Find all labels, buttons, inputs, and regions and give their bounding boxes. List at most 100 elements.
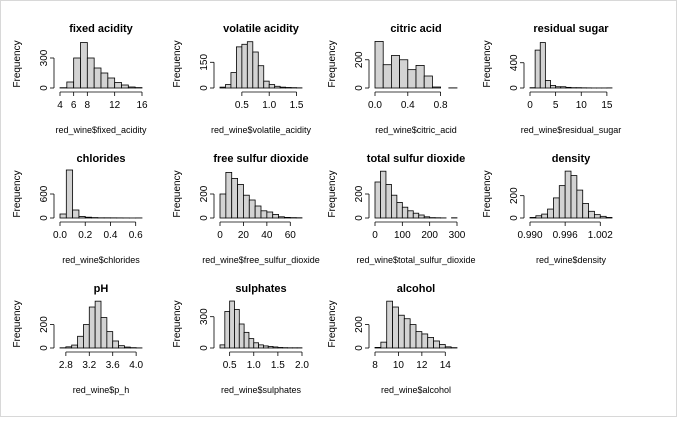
y-axis-label: Frequency — [172, 170, 183, 217]
histogram-bar — [375, 347, 381, 348]
histogram-bar — [85, 217, 91, 218]
y-tick-label: 0 — [39, 85, 50, 91]
x-axis-label: red_wine$free_sulfur_dioxide — [202, 255, 320, 265]
histogram-bar — [530, 217, 536, 218]
x-tick-label: 40 — [261, 230, 273, 241]
histogram-bar — [548, 209, 554, 218]
histogram-bar — [234, 309, 239, 348]
histogram-bar — [60, 214, 66, 218]
histogram-bar — [380, 171, 385, 218]
histogram-bar — [249, 200, 255, 218]
histogram-bar — [383, 65, 391, 88]
histogram-bar — [220, 87, 225, 88]
chart-title: total sulfur dioxide — [367, 153, 465, 165]
histogram-bar — [220, 194, 226, 218]
histogram-bar — [416, 332, 422, 348]
x-tick-label: 4.0 — [129, 360, 143, 371]
histogram-bar — [255, 206, 261, 218]
y-tick-label: 0 — [199, 215, 210, 221]
chart-title: pH — [94, 283, 109, 295]
x-tick-label: 1.0 — [262, 100, 276, 111]
histogram-bar — [268, 346, 273, 348]
x-tick-label: 1.5 — [271, 360, 285, 371]
chart-title: chlorides — [77, 153, 126, 165]
histogram-bar — [419, 215, 424, 218]
x-tick-label: 12 — [109, 100, 121, 111]
histogram-bar — [559, 186, 565, 218]
x-tick-label: 100 — [394, 230, 411, 241]
chart-title: density — [552, 153, 591, 165]
histogram-bar — [263, 346, 268, 348]
histogram-bar — [66, 170, 72, 218]
x-tick-label: 8 — [372, 360, 378, 371]
histogram-bar — [424, 217, 429, 218]
x-tick-label: 1.002 — [588, 230, 613, 241]
x-tick-label: 0.5 — [223, 360, 237, 371]
histogram-bar — [398, 315, 404, 348]
histogram-bar — [561, 87, 566, 88]
x-tick-label: 2.0 — [295, 360, 309, 371]
histogram-bar — [115, 83, 122, 89]
chart-title: citric acid — [390, 23, 441, 35]
y-tick-label: 0 — [354, 345, 365, 351]
histogram-bar — [73, 210, 79, 218]
histogram-bar — [81, 43, 88, 89]
histogram-bar — [387, 301, 393, 348]
histogram-bar — [540, 43, 545, 88]
histogram-bar — [95, 301, 101, 348]
y-tick-label: 0 — [39, 215, 50, 221]
y-tick-label: 200 — [199, 185, 210, 202]
histogram-bar — [74, 58, 81, 88]
x-axis-label: red_wine$alcohol — [381, 385, 451, 395]
histogram-bar — [124, 347, 130, 348]
histogram-bar — [410, 325, 416, 348]
histogram-bar — [273, 347, 278, 348]
histogram-bar — [247, 42, 252, 88]
y-tick-label: 150 — [199, 54, 210, 71]
histogram-bar — [273, 214, 279, 218]
histogram-bar — [566, 87, 571, 88]
histogram-bar — [239, 324, 244, 348]
y-axis-label: Frequency — [327, 300, 338, 347]
x-axis-label: red_wine$total_sulfur_dioxide — [356, 255, 475, 265]
histogram-bar — [108, 78, 115, 88]
x-tick-label: 0.0 — [53, 230, 67, 241]
y-tick-label: 400 — [509, 54, 520, 71]
x-tick-label: 0.2 — [78, 230, 92, 241]
y-axis-label: Frequency — [12, 300, 23, 347]
histogram-bar — [536, 216, 542, 218]
histogram-bar — [545, 80, 550, 88]
x-tick-label: 0.4 — [104, 230, 118, 241]
chart-title: volatile acidity — [223, 23, 300, 35]
histogram-bar — [413, 213, 418, 218]
x-tick-label: 0.6 — [129, 230, 143, 241]
y-tick-label: 200 — [354, 316, 365, 333]
histogram-bar — [551, 85, 556, 88]
x-tick-label: 300 — [449, 230, 466, 241]
histogram-bar — [226, 172, 232, 218]
x-tick-label: 10 — [576, 100, 588, 111]
x-tick-label: 0.4 — [401, 100, 415, 111]
y-tick-label: 200 — [354, 185, 365, 202]
histogram-bar — [232, 178, 238, 218]
x-axis-label: red_wine$residual_sugar — [521, 125, 622, 135]
y-tick-label: 0 — [39, 345, 50, 351]
histogram-bar — [589, 211, 595, 218]
y-tick-label: 600 — [39, 185, 50, 202]
y-axis-label: Frequency — [482, 40, 493, 87]
x-tick-label: 0 — [372, 230, 378, 241]
x-tick-label: 2.8 — [59, 360, 73, 371]
x-axis-label: red_wine$fixed_acidity — [55, 125, 147, 135]
histogram-bar — [122, 85, 129, 88]
histogram-bar — [261, 211, 267, 218]
x-tick-label: 0.8 — [434, 100, 448, 111]
histogram-bar — [113, 341, 119, 348]
histogram-bar — [439, 344, 445, 348]
histogram-bar — [408, 70, 416, 88]
histogram-bar — [393, 307, 399, 348]
x-tick-label: 3.6 — [106, 360, 120, 371]
x-tick-label: 4 — [57, 100, 63, 111]
